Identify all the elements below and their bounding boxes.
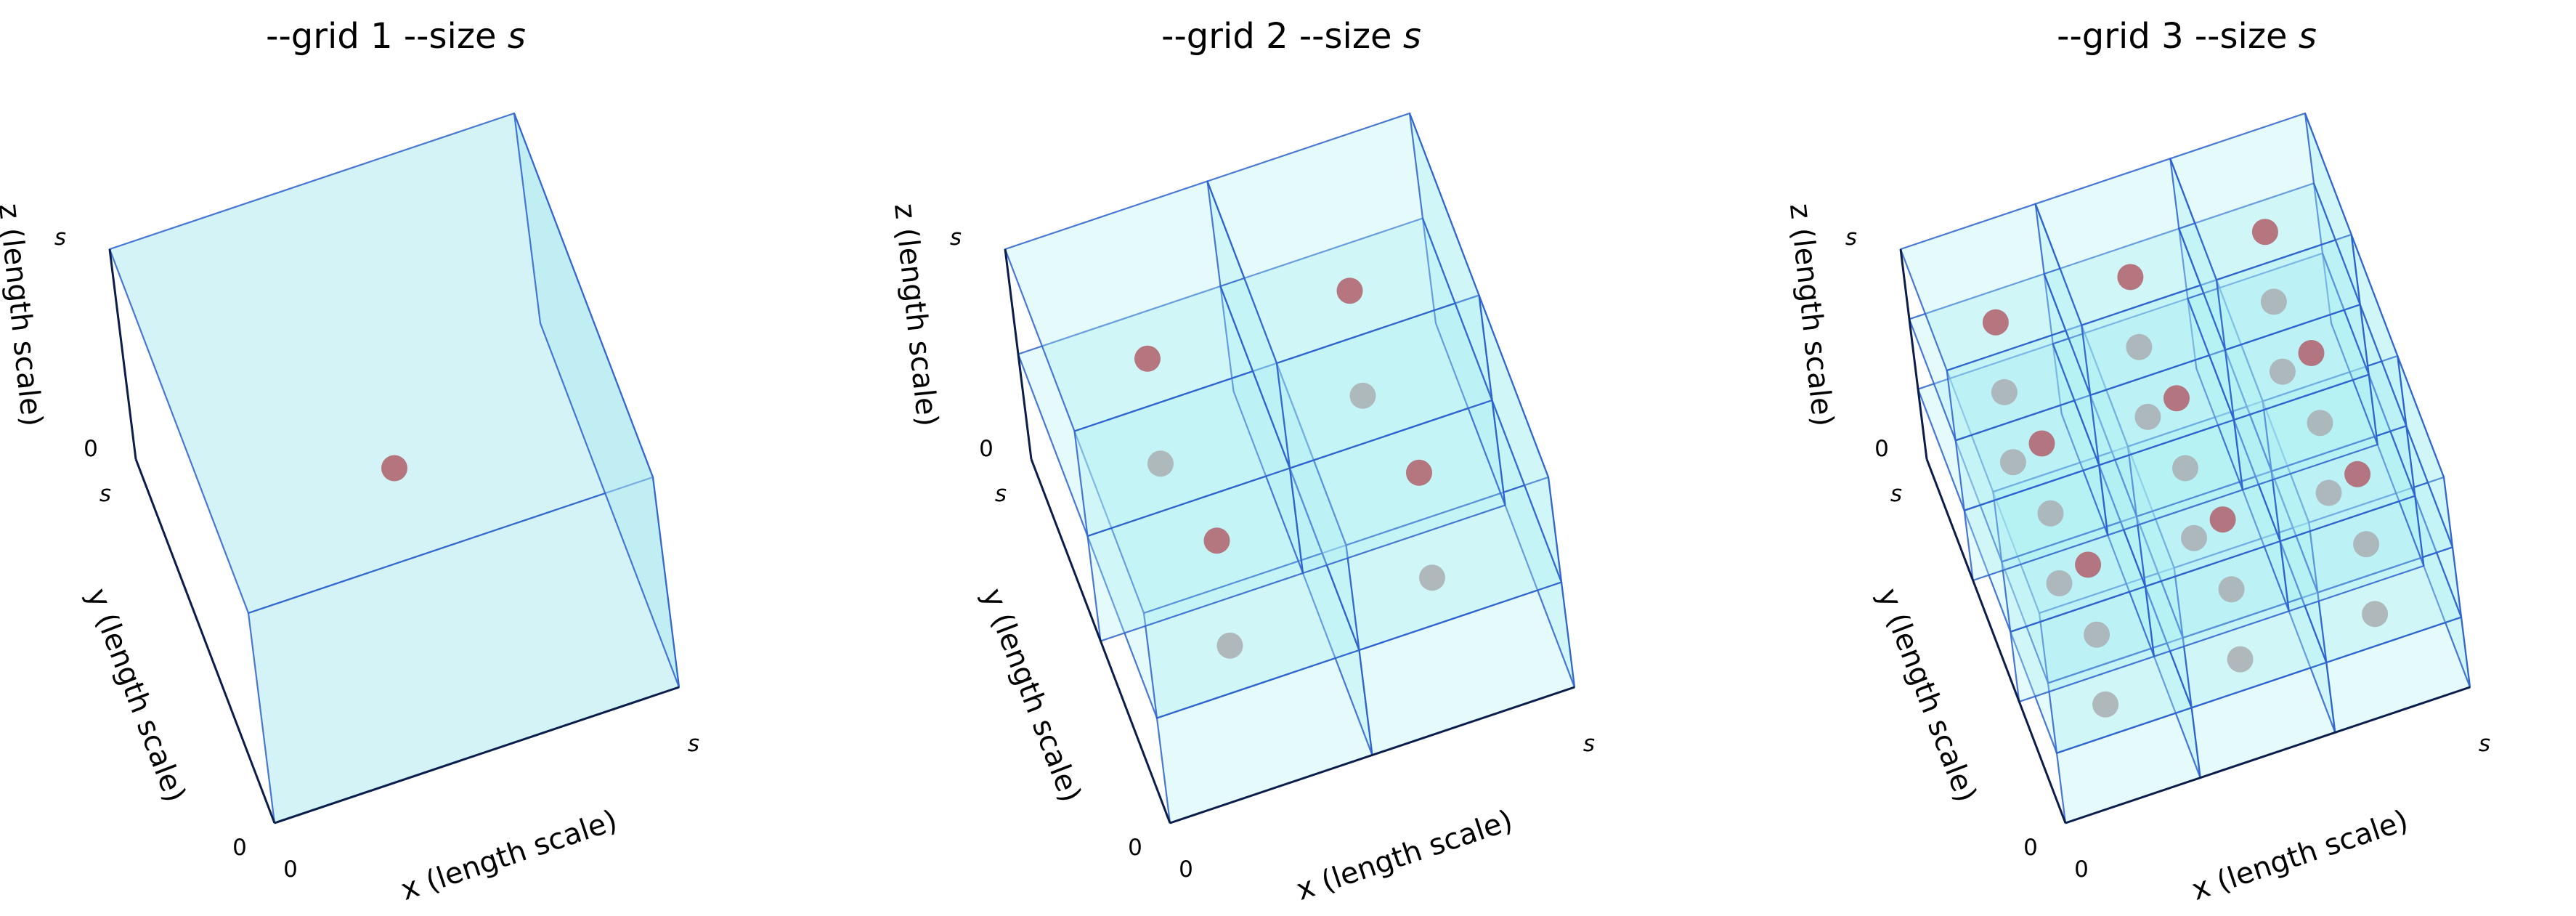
ghost-point <box>2046 570 2073 596</box>
x-axis-label: x (length scale) <box>1292 804 1516 907</box>
ghost-point <box>2084 621 2110 648</box>
ghost-point <box>2260 288 2287 315</box>
z-axis-label: z (length scale) <box>0 202 49 428</box>
ghost-point <box>2315 479 2342 506</box>
y-tick-0: 0 <box>1128 835 1142 861</box>
cell-right-face <box>2304 112 2361 306</box>
z-tick-0: 0 <box>84 436 98 462</box>
highlight-point <box>1982 309 2009 336</box>
z-tick-s: s <box>950 224 962 251</box>
x-tick-0: 0 <box>283 856 298 883</box>
z-tick-s: s <box>1845 224 1857 251</box>
ghost-point <box>1999 449 2026 476</box>
title-prefix: --grid 3 --size <box>2057 16 2299 57</box>
highlight-point <box>2117 264 2144 291</box>
ghost-point <box>1216 632 1243 659</box>
x-tick-s: s <box>1583 731 1595 757</box>
y-tick-s: s <box>995 481 1007 507</box>
highlight-point <box>2028 430 2055 457</box>
z-axis-label: z (length scale) <box>887 202 944 428</box>
z-tick-s: s <box>54 224 66 251</box>
highlight-point <box>1203 527 1230 554</box>
title-prefix: --grid 2 --size <box>1161 16 1403 57</box>
title-prefix: --grid 1 --size <box>266 16 508 57</box>
highlight-point <box>381 455 407 482</box>
title-variable: s <box>508 16 526 57</box>
y-axis-label: y (length scale) <box>975 584 1087 807</box>
title-variable: s <box>2299 16 2317 57</box>
highlight-point <box>2344 461 2371 487</box>
x-tick-s: s <box>688 731 699 757</box>
x-axis-label: x (length scale) <box>397 804 621 907</box>
y-tick-0: 0 <box>232 835 247 861</box>
ghost-point <box>2218 576 2245 603</box>
ghost-point <box>2307 410 2333 437</box>
x-axis-label: x (length scale) <box>2187 804 2412 907</box>
panel-title: --grid 1 --size s <box>266 16 526 57</box>
title-variable: s <box>1403 16 1421 57</box>
ghost-point <box>2269 358 2296 385</box>
cube-faces <box>1004 112 1576 824</box>
ghost-point <box>2181 524 2207 551</box>
y-axis-line <box>1925 458 2067 824</box>
ghost-point <box>2227 646 2254 673</box>
z-axis-line <box>1004 248 1033 460</box>
highlight-point <box>2298 340 2325 366</box>
highlight-point <box>1406 459 1432 486</box>
points <box>1134 277 1445 659</box>
ghost-point <box>1419 564 1445 591</box>
ghost-point <box>2126 333 2153 360</box>
highlight-point <box>2251 219 2278 246</box>
y-axis-label: y (length scale) <box>1871 584 1983 807</box>
cell-right-face <box>513 112 680 689</box>
panel-title: --grid 2 --size s <box>1161 16 1421 57</box>
cube-faces <box>1899 112 2471 824</box>
ghost-point <box>2353 531 2380 558</box>
highlight-point <box>1336 277 1363 304</box>
x-tick-0: 0 <box>2074 856 2089 883</box>
y-axis-label: y (length scale) <box>80 584 192 807</box>
z-axis-label: z (length scale) <box>1783 202 1840 428</box>
ghost-point <box>2037 500 2064 527</box>
highlight-point <box>1134 345 1161 372</box>
highlight-point <box>2163 385 2190 412</box>
y-axis-line <box>1030 458 1171 824</box>
points <box>1982 219 2389 718</box>
y-tick-s: s <box>99 481 111 507</box>
x-tick-0: 0 <box>1179 856 1193 883</box>
x-axis-line <box>1169 686 1575 824</box>
x-axis-line <box>2065 686 2471 824</box>
y-tick-s: s <box>1890 481 1902 507</box>
ghost-point <box>2172 455 2198 482</box>
x-axis-line <box>274 686 680 824</box>
y-tick-0: 0 <box>2023 835 2038 861</box>
cube-faces <box>108 112 680 824</box>
points <box>381 455 407 482</box>
ghost-point <box>1349 382 1376 409</box>
z-axis-line <box>108 248 137 460</box>
y-axis-line <box>134 458 276 824</box>
ghost-point <box>1147 450 1174 477</box>
ghost-point <box>2134 403 2161 430</box>
highlight-point <box>2209 506 2236 533</box>
ghost-point <box>1991 378 2018 405</box>
z-axis-line <box>1899 248 1928 460</box>
ghost-point <box>2092 691 2119 718</box>
panel-title: --grid 3 --size s <box>2057 16 2317 57</box>
x-tick-s: s <box>2479 731 2490 757</box>
cell-right-face <box>1408 112 1493 402</box>
highlight-point <box>2075 551 2102 578</box>
z-tick-0: 0 <box>1874 436 1889 462</box>
ghost-point <box>2362 601 2389 628</box>
z-tick-0: 0 <box>979 436 994 462</box>
